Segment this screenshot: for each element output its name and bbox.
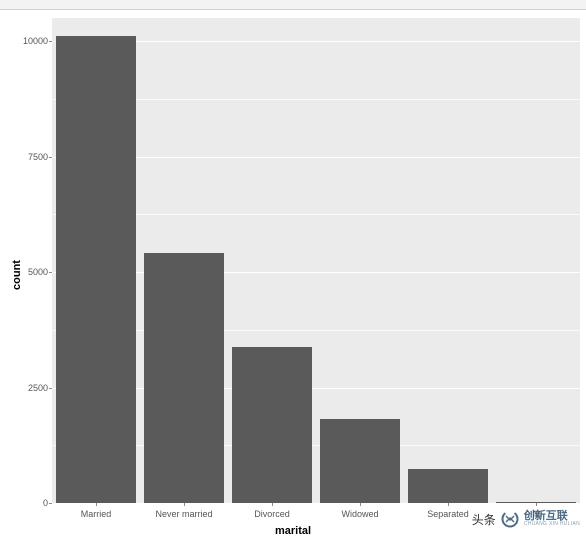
x-tick-mark bbox=[448, 503, 449, 506]
x-tick-mark bbox=[360, 503, 361, 506]
y-tick-mark bbox=[49, 388, 52, 389]
toolbar-strip bbox=[0, 0, 586, 10]
x-tick-label: Married bbox=[81, 509, 112, 519]
gridline-major bbox=[52, 503, 580, 504]
watermark-prefix: 头条 bbox=[472, 511, 496, 528]
watermark: 头条 创新互联 CHUANG XIN HULIAN bbox=[472, 509, 580, 529]
x-tick-label: Never married bbox=[155, 509, 212, 519]
x-tick-mark bbox=[184, 503, 185, 506]
y-tick-label: 0 bbox=[12, 498, 48, 508]
bar bbox=[232, 347, 311, 503]
y-tick-mark bbox=[49, 503, 52, 504]
logo-icon bbox=[500, 509, 520, 529]
bar bbox=[320, 419, 399, 503]
y-tick-label: 2500 bbox=[12, 383, 48, 393]
watermark-brand-sub: CHUANG XIN HULIAN bbox=[524, 522, 580, 527]
x-tick-label: Widowed bbox=[341, 509, 378, 519]
x-tick-label: Separated bbox=[427, 509, 469, 519]
x-axis-label: marital bbox=[275, 525, 311, 537]
x-tick-mark bbox=[96, 503, 97, 506]
x-tick-label: N bbox=[533, 509, 540, 519]
y-tick-mark bbox=[49, 157, 52, 158]
x-tick-mark bbox=[536, 503, 537, 506]
y-tick-label: 5000 bbox=[12, 267, 48, 277]
bar bbox=[144, 253, 223, 503]
y-tick-label: 7500 bbox=[12, 152, 48, 162]
bar bbox=[408, 469, 487, 503]
x-tick-label: Divorced bbox=[254, 509, 290, 519]
bar bbox=[56, 36, 135, 503]
y-tick-mark bbox=[49, 272, 52, 273]
y-tick-mark bbox=[49, 41, 52, 42]
x-tick-mark bbox=[272, 503, 273, 506]
chart-container: count marital 头条 创新互联 CHUANG XIN HULIAN … bbox=[0, 10, 586, 539]
y-tick-label: 10000 bbox=[12, 36, 48, 46]
plot-area bbox=[52, 18, 580, 503]
